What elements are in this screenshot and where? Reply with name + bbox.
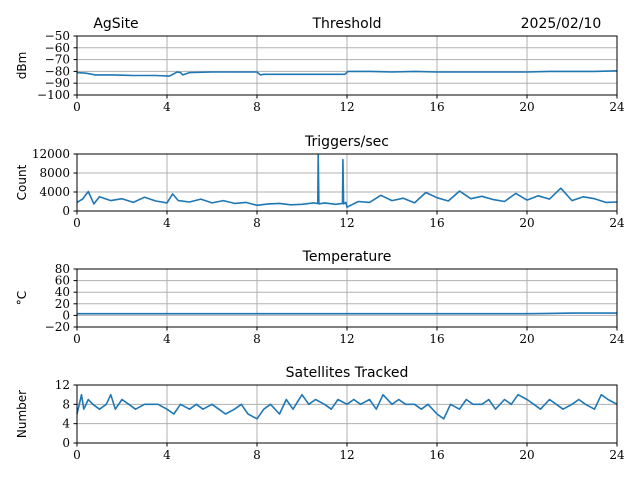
chart1-x-tick-label: 16 <box>429 100 444 114</box>
chart3-y-tick-label: 80 <box>55 262 70 276</box>
chart3-y-tick-label: 0 <box>62 308 70 322</box>
chart2-title: Triggers/sec <box>304 134 389 150</box>
chart1-y-tick-label: −80 <box>45 64 70 78</box>
chart3-y-tick-label: 20 <box>55 297 70 311</box>
chart1-series-line-1 <box>76 70 618 77</box>
chart1-x-tick-label: 8 <box>253 100 261 114</box>
chart2-y-tick-label: 8000 <box>39 166 70 180</box>
chart4-title: Satellites Tracked <box>286 365 409 381</box>
chart4-y-tick-label: 8 <box>62 397 70 411</box>
chart4-x-tick-label: 0 <box>73 448 81 462</box>
chart2-x-tick-label: 4 <box>163 216 171 230</box>
chart1-y-axis-label: dBm <box>15 52 29 80</box>
chart1-y-tick-label: −90 <box>45 76 70 90</box>
chart1-y-tick-label: −70 <box>45 53 70 67</box>
chart2-x-tick-label: 24 <box>609 216 625 230</box>
chart2-series-line-1 <box>76 154 618 208</box>
chart3-x-tick-label: 8 <box>253 332 261 346</box>
chart2-x-tick-label: 16 <box>429 216 444 230</box>
chart1-x-tick-label: 4 <box>163 100 171 114</box>
chart4-series-line-1 <box>76 393 618 420</box>
chart1-x-tick-label: 12 <box>339 100 354 114</box>
chart1-x-tick-label: 24 <box>609 100 625 114</box>
chart4-y-axis-label: Number <box>15 390 29 438</box>
chart3-x-tick-label: 0 <box>73 332 81 346</box>
chart2-y-tick-label: 4000 <box>39 185 70 199</box>
chart2-y-axis-label: Count <box>15 164 29 200</box>
chart3-series-line-1 <box>77 312 617 315</box>
chart4-x-tick-label: 12 <box>339 448 354 462</box>
chart2-y-tick-label: 0 <box>62 204 70 218</box>
chart4-x-tick-label: 4 <box>163 448 171 462</box>
chart2-x-tick-label: 8 <box>253 216 261 230</box>
chart3-y-tick-label: 40 <box>55 285 70 299</box>
chart4-x-tick-label: 8 <box>253 448 261 462</box>
date-label: 2025/02/10 <box>521 16 602 32</box>
chart1-y-tick-label: −100 <box>37 88 70 102</box>
chart2-x-tick-label: 0 <box>73 216 81 230</box>
chart3-x-tick-label: 4 <box>163 332 171 346</box>
site-name-label: AgSite <box>93 16 138 32</box>
chart3-x-tick-label: 16 <box>429 332 444 346</box>
chart3-y-tick-label: 60 <box>55 274 70 288</box>
chart1-y-tick-label: −50 <box>45 29 70 43</box>
chart2-x-tick-label: 12 <box>339 216 354 230</box>
chart3-x-tick-label: 24 <box>609 332 625 346</box>
chart4-x-tick-label: 20 <box>519 448 534 462</box>
chart1-title: Threshold <box>312 16 382 32</box>
chart1-x-tick-label: 0 <box>73 100 81 114</box>
chart2-x-tick-label: 20 <box>519 216 534 230</box>
chart3-y-axis-label: °C <box>15 291 29 305</box>
chart1-x-tick-label: 20 <box>519 100 534 114</box>
chart3-x-tick-label: 20 <box>519 332 534 346</box>
chart4-x-tick-label: 24 <box>609 448 625 462</box>
chart4-y-tick-label: 0 <box>62 436 70 450</box>
chart4-x-tick-label: 16 <box>429 448 444 462</box>
chart1-y-tick-label: −60 <box>45 41 70 55</box>
chart4-y-tick-label: 4 <box>62 417 70 431</box>
chart3-y-tick-label: −20 <box>45 320 70 334</box>
chart4-y-tick-label: 12 <box>55 378 70 392</box>
chart3-x-tick-label: 12 <box>339 332 354 346</box>
chart2-y-tick-label: 12000 <box>32 147 70 161</box>
chart3-title: Temperature <box>302 249 392 265</box>
